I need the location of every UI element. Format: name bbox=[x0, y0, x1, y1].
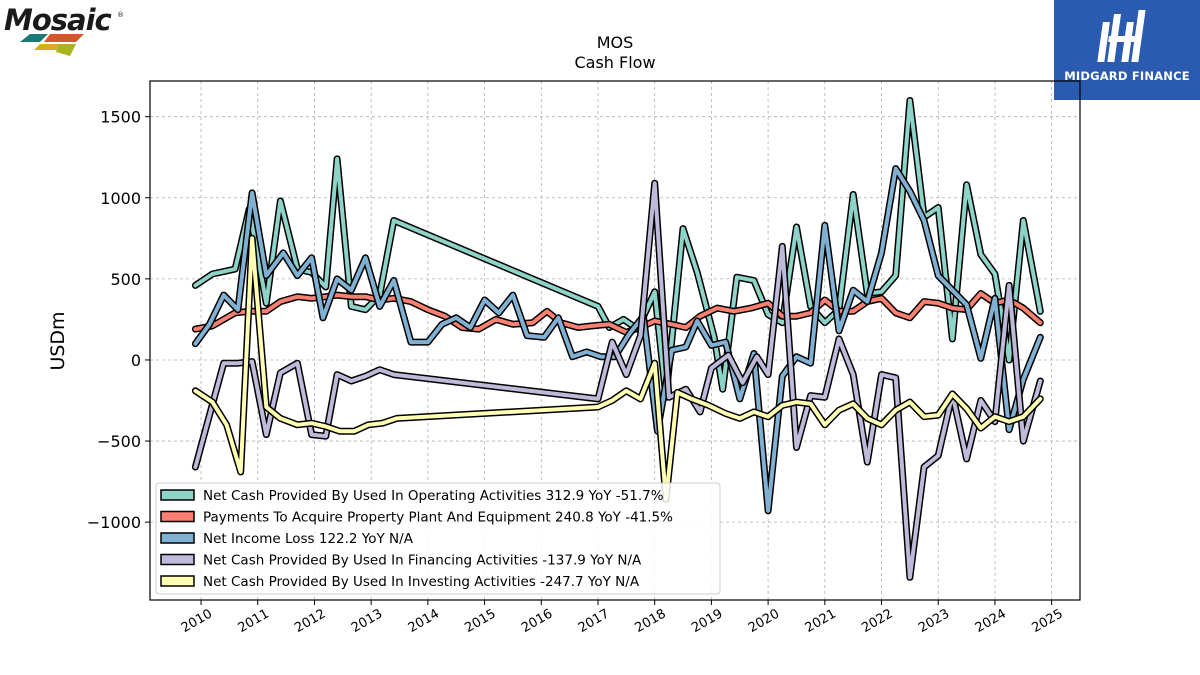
x-tick-label: 2024 bbox=[973, 606, 1009, 636]
y-tick-label: 500 bbox=[110, 270, 141, 289]
x-tick-label: 2015 bbox=[462, 606, 498, 636]
midgard-emblem-icon bbox=[1097, 10, 1146, 62]
legend-swatch-capex bbox=[160, 510, 195, 523]
x-tick-label: 2021 bbox=[803, 606, 839, 636]
x-tick-label: 2014 bbox=[406, 606, 442, 636]
x-axis: 2010 2011 2012 2013 2014 2015 2016 2017 2018 2019… bbox=[179, 600, 1066, 636]
mosaic-tile-yellow bbox=[34, 44, 62, 50]
legend-box bbox=[155, 482, 721, 595]
x-tick-label: 2017 bbox=[576, 606, 612, 636]
legend-swatch-net_income bbox=[160, 532, 195, 544]
x-tick-label: 2010 bbox=[179, 606, 215, 636]
y-tick-label: 0 bbox=[131, 351, 141, 370]
plot-area-frame bbox=[149, 80, 1081, 601]
mosaic-tile-orange bbox=[44, 34, 84, 42]
legend-label-financing: Net Cash Provided By Used In Financing A… bbox=[203, 553, 642, 569]
mosaic-tile-teal bbox=[20, 34, 48, 42]
y-axis: −1000 −500 0 500 1000 1500 bbox=[87, 108, 150, 532]
y-tick-label: 1000 bbox=[100, 189, 141, 208]
x-tick-label: 2018 bbox=[633, 606, 669, 636]
series-outline-net_income bbox=[191, 165, 1044, 515]
chart-subtitle: Cash Flow bbox=[574, 53, 655, 72]
x-tick-label: 2019 bbox=[689, 606, 725, 636]
midgard-finance-logo: MIDGARD FINANCE bbox=[1054, 0, 1200, 100]
x-tick-label: 2020 bbox=[746, 606, 782, 636]
x-tick-label: 2013 bbox=[349, 606, 385, 636]
mosaic-tile-green bbox=[56, 44, 76, 56]
legend-swatch-financing bbox=[160, 553, 195, 566]
mosaic-wordmark: Mosaic bbox=[4, 3, 112, 37]
chart-title: MOS bbox=[597, 33, 634, 52]
y-tick-label: −500 bbox=[97, 432, 141, 451]
x-tick-label: 2016 bbox=[519, 606, 555, 636]
y-tick-label: −1000 bbox=[87, 513, 141, 532]
series-line-financing bbox=[193, 181, 1043, 580]
y-tick-label: 1500 bbox=[100, 108, 141, 127]
series-line-net_income bbox=[193, 166, 1043, 513]
x-tick-label: 2025 bbox=[1029, 606, 1065, 636]
legend-label-capex: Payments To Acquire Property Plant And E… bbox=[203, 510, 673, 526]
series-layer bbox=[191, 97, 1044, 581]
x-tick-label: 2023 bbox=[916, 606, 952, 636]
legend-label-investing: Net Cash Provided By Used In Investing A… bbox=[203, 574, 640, 590]
legend-label-operating: Net Cash Provided By Used In Operating A… bbox=[203, 488, 664, 504]
midgard-brand-text: MIDGARD FINANCE bbox=[1064, 69, 1190, 83]
mosaic-logo: Mosaic ® bbox=[4, 3, 124, 56]
legend-swatch-investing bbox=[160, 575, 195, 587]
x-tick-label: 2012 bbox=[292, 606, 328, 636]
x-tick-label: 2022 bbox=[859, 606, 895, 636]
registered-mark: ® bbox=[117, 11, 124, 19]
series-outline-investing bbox=[191, 234, 1044, 503]
legend: Net Cash Provided By Used In Operating A… bbox=[155, 482, 721, 595]
legend-swatch-operating bbox=[160, 489, 195, 501]
y-axis-label: USDm bbox=[47, 311, 69, 370]
legend-label-net_income: Net Income Loss 122.2 YoY N/A bbox=[203, 531, 414, 547]
series-line-investing bbox=[193, 236, 1043, 502]
x-tick-label: 2011 bbox=[236, 606, 272, 636]
